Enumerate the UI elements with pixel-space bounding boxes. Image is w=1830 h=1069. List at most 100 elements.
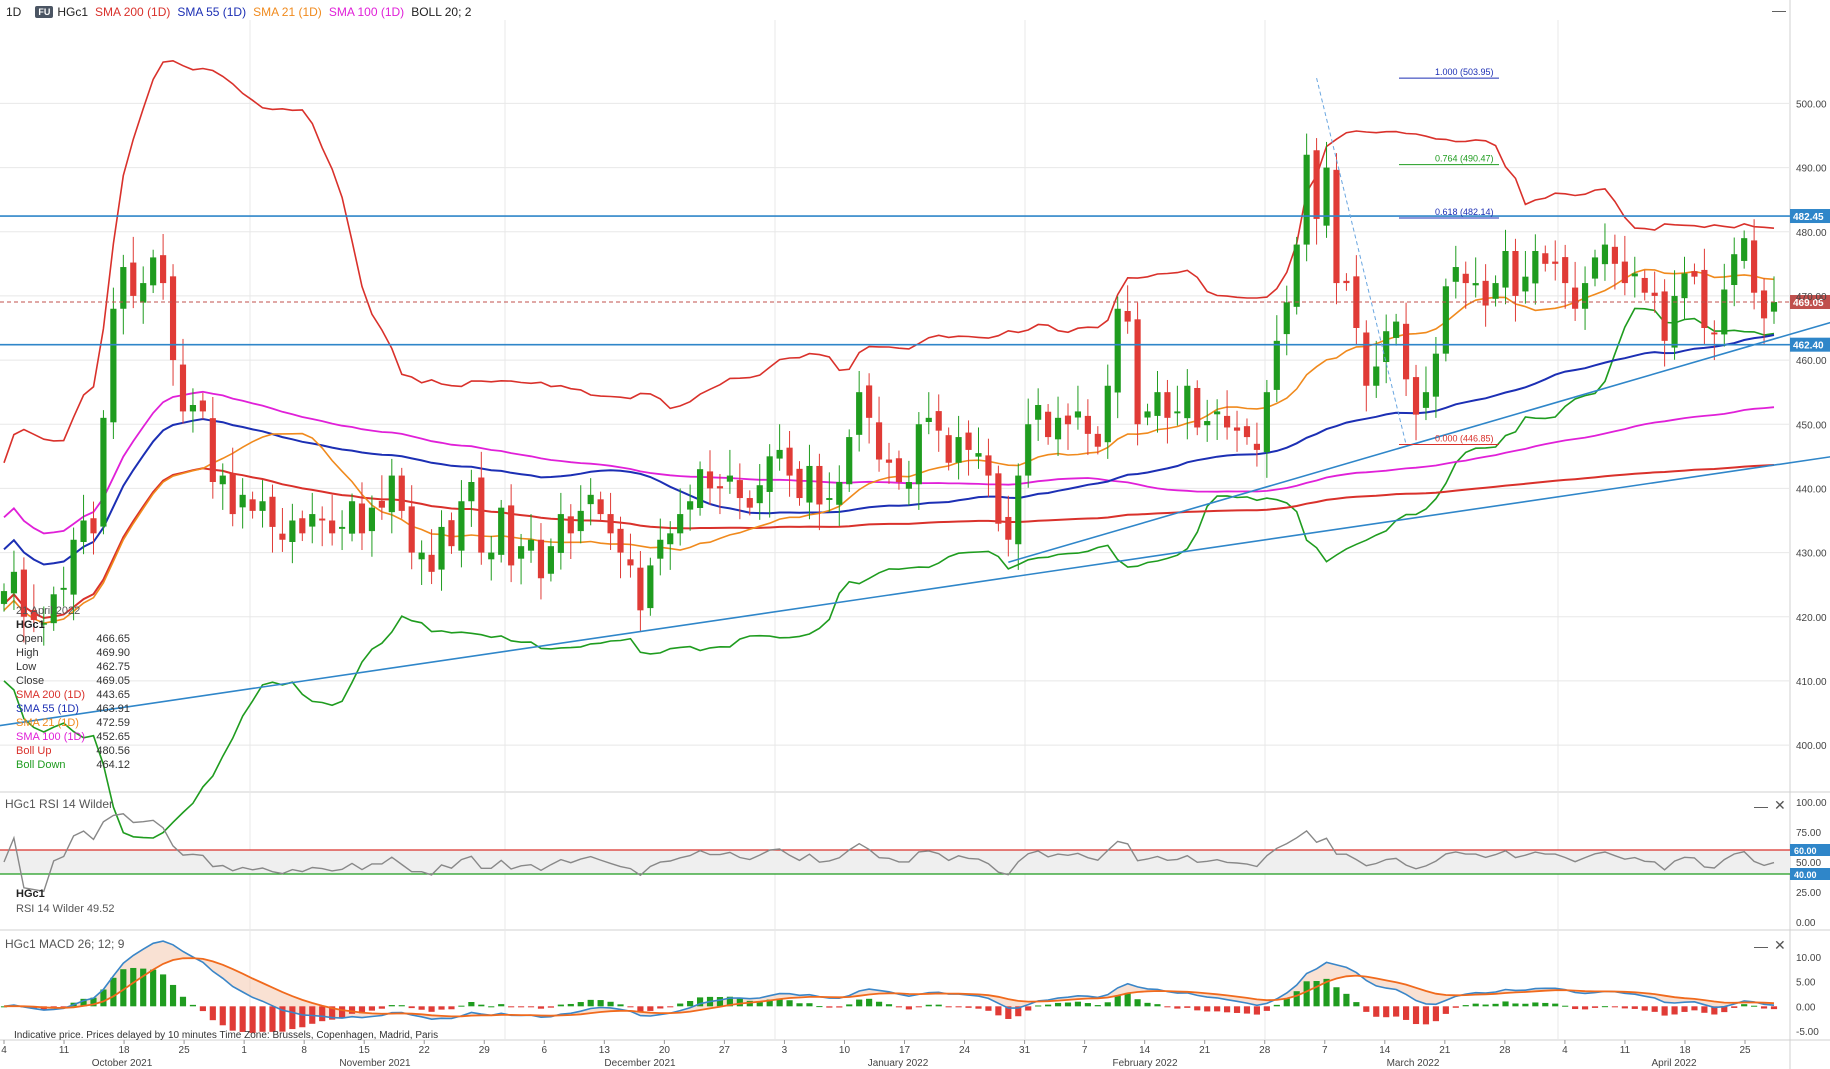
- candle-body: [60, 587, 67, 590]
- macd-histogram-bar: [915, 1006, 922, 1008]
- x-tick-label: 17: [899, 1045, 911, 1056]
- candle-body: [647, 565, 654, 609]
- candle-body: [368, 507, 376, 532]
- macd-histogram-bar: [1512, 1003, 1519, 1007]
- macd-histogram-bar: [617, 1004, 624, 1007]
- main-minimize-icon[interactable]: —: [1772, 2, 1786, 18]
- candle-body: [150, 257, 157, 286]
- candle-body: [587, 494, 594, 505]
- x-tick-label: 8: [301, 1045, 307, 1056]
- candle-body: [1015, 475, 1022, 545]
- macd-y-tick-label: -5.00: [1796, 1027, 1819, 1038]
- legend-row: Close 469.05: [16, 674, 130, 688]
- macd-histogram-bar: [925, 1004, 932, 1007]
- candle-body: [617, 528, 624, 553]
- x-tick-label: 24: [959, 1045, 971, 1056]
- macd-histogram-bar: [289, 1006, 296, 1030]
- macd-histogram-bar: [1015, 1006, 1022, 1017]
- legend-value: 480.56: [96, 745, 130, 757]
- indicator-sma55[interactable]: SMA 55 (1D): [177, 5, 247, 19]
- level-price-label: 482.45: [1793, 212, 1824, 223]
- macd-histogram-bar: [726, 996, 733, 1007]
- macd-histogram-bar: [329, 1006, 336, 1020]
- macd-histogram-bar: [199, 1006, 206, 1012]
- candle-body: [1442, 286, 1449, 354]
- macd-histogram-bar: [120, 969, 127, 1007]
- macd-histogram-bar: [498, 1004, 505, 1007]
- candle-body: [299, 518, 306, 534]
- candle-body: [547, 546, 554, 574]
- macd-histogram-bar: [1462, 1005, 1469, 1007]
- x-tick-label: 22: [419, 1045, 431, 1056]
- macd-histogram-bar: [1741, 1004, 1748, 1007]
- candle-body: [786, 447, 793, 476]
- candle-body: [418, 552, 425, 560]
- candle-body: [1631, 273, 1638, 277]
- macd-histogram-bar: [339, 1006, 346, 1018]
- candle-body: [10, 571, 18, 594]
- candle-body: [925, 417, 932, 423]
- rsi-minimize-icon[interactable]: —: [1754, 798, 1768, 814]
- macd-histogram-bar: [1104, 1002, 1111, 1007]
- macd-histogram-bar: [856, 999, 863, 1007]
- macd-close-icon[interactable]: ✕: [1774, 937, 1786, 953]
- rsi-close-icon[interactable]: ✕: [1774, 797, 1786, 813]
- candle-body: [1224, 415, 1231, 428]
- macd-histogram-bar: [1383, 1006, 1390, 1018]
- candle-body: [1393, 321, 1400, 338]
- candle-body: [1243, 426, 1251, 438]
- interval-label[interactable]: 1D: [6, 5, 22, 19]
- candle-body: [1114, 308, 1121, 393]
- legend-row: Boll Up 480.56: [16, 744, 130, 758]
- macd-histogram-bar: [945, 1006, 952, 1008]
- x-month-label: January 2022: [868, 1058, 929, 1069]
- indicator-sma100[interactable]: SMA 100 (1D): [328, 5, 405, 19]
- fib-level-label: 0.764 (490.47): [1435, 154, 1494, 164]
- sma55-line: [3, 334, 1775, 566]
- candle-body: [1452, 267, 1459, 282]
- macd-histogram-bar: [736, 998, 743, 1007]
- candle-body: [1064, 415, 1072, 425]
- candle-body: [806, 465, 813, 503]
- indicator-boll[interactable]: BOLL 20; 2: [411, 5, 472, 19]
- candle-body: [895, 458, 903, 482]
- candle-body: [348, 501, 356, 534]
- candle-body: [30, 610, 37, 620]
- x-tick-label: 28: [1259, 1045, 1271, 1056]
- candle-body: [1283, 302, 1290, 335]
- macd-histogram-bar: [378, 1006, 385, 1009]
- y-tick-label: 440.00: [1796, 484, 1827, 495]
- candle-body: [438, 526, 445, 570]
- candle-body: [1273, 340, 1280, 390]
- indicator-sma21[interactable]: SMA 21 (1D): [253, 5, 322, 19]
- macd-histogram-bar: [1482, 1004, 1489, 1007]
- candle-body: [1741, 238, 1748, 261]
- macd-histogram-bar: [1681, 1006, 1688, 1012]
- candle-body: [856, 392, 863, 435]
- candle-body: [289, 520, 296, 542]
- legend-label: Boll Down: [16, 759, 66, 771]
- candle-body: [1134, 319, 1141, 425]
- candle-body: [1562, 257, 1569, 284]
- macd-histogram-bar: [1283, 998, 1290, 1007]
- candle-body: [1760, 290, 1768, 319]
- symbol-label[interactable]: HGc1: [57, 5, 89, 19]
- candle-body: [1184, 385, 1191, 419]
- x-tick-label: 18: [119, 1045, 131, 1056]
- candle-body: [40, 623, 47, 625]
- fib-retracement-line: [1316, 77, 1407, 445]
- indicator-sma200[interactable]: SMA 200 (1D): [95, 5, 171, 19]
- candle-body: [517, 546, 525, 559]
- candle-body: [1025, 424, 1032, 476]
- macd-minimize-icon[interactable]: —: [1754, 938, 1768, 954]
- macd-histogram-bar: [1323, 978, 1330, 1007]
- macd-histogram-bar: [1184, 1006, 1191, 1008]
- macd-histogram-bar: [428, 1006, 435, 1012]
- candle-body: [1671, 295, 1678, 348]
- macd-histogram-bar: [269, 1006, 276, 1032]
- x-tick-label: 27: [719, 1045, 731, 1056]
- candle-body: [1343, 280, 1350, 284]
- macd-histogram-bar: [716, 997, 724, 1007]
- legend-value: 462.75: [96, 661, 130, 673]
